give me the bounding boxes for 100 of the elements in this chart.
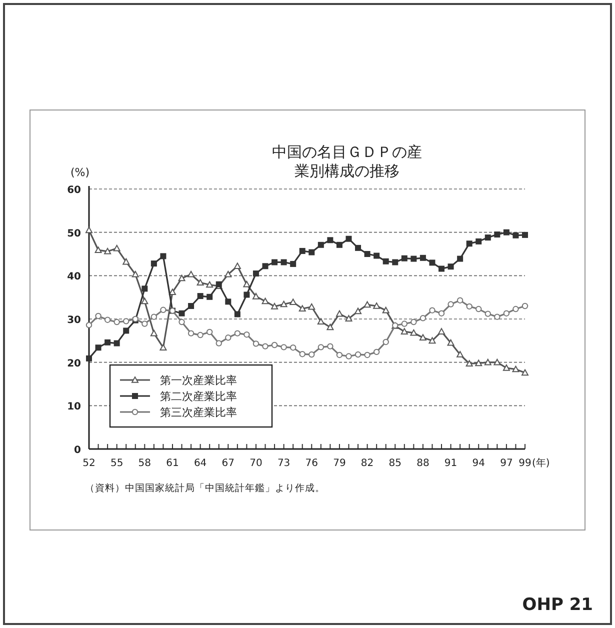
x-tick-label: 61: [166, 458, 179, 469]
point: [280, 300, 288, 308]
point: [308, 351, 315, 358]
point: [448, 264, 454, 270]
x-tick-label: 58: [138, 458, 152, 469]
x-tick-label: 88: [416, 458, 430, 469]
point: [457, 256, 464, 262]
point: [476, 238, 482, 244]
point: [252, 270, 259, 276]
x-tick-label: 52: [82, 458, 96, 469]
point: [224, 270, 232, 278]
y-tick-label: 0: [74, 445, 82, 456]
point: [382, 258, 389, 264]
point: [150, 260, 157, 267]
point: [429, 307, 436, 314]
x-axis-title: (年): [532, 457, 550, 469]
text: OHP 21: [522, 595, 593, 615]
point: [466, 303, 472, 310]
point: [272, 259, 278, 266]
point: [392, 259, 398, 266]
x-tick-label: 97: [500, 458, 513, 469]
x-tick-label: 73: [277, 458, 290, 469]
legend-label: 第一次産業比率: [160, 374, 237, 387]
point: [456, 297, 464, 304]
point: [188, 303, 194, 309]
x-tick-label: 82: [360, 458, 374, 469]
point: [336, 242, 342, 248]
point: [428, 337, 436, 344]
point: [336, 352, 343, 358]
point: [299, 248, 306, 254]
point: [354, 308, 362, 314]
point: [448, 301, 454, 308]
point: [438, 328, 446, 334]
point: [234, 311, 240, 318]
point: [502, 364, 510, 371]
y-tick-label: 50: [67, 228, 82, 240]
point: [141, 298, 148, 304]
point: [522, 232, 528, 238]
point: [95, 344, 102, 351]
point: [326, 324, 334, 330]
point: [401, 255, 408, 262]
point: [447, 339, 454, 346]
point: [113, 244, 120, 252]
point: [374, 252, 380, 259]
text: （資料）中国国家統計局「中国統計年鑑」より作成。: [85, 482, 325, 494]
point: [244, 332, 250, 338]
point: [364, 301, 371, 308]
point: [206, 328, 213, 336]
point: [122, 258, 130, 265]
y-tick-label: 20: [67, 358, 82, 370]
point: [178, 274, 186, 282]
point: [503, 229, 510, 236]
y-tick-label: 40: [67, 272, 82, 283]
point: [160, 306, 166, 313]
point: [346, 236, 352, 242]
point: [522, 369, 528, 376]
y-axis-title: (%): [70, 166, 90, 179]
point: [512, 366, 520, 372]
x-tick-label: 99: [518, 458, 532, 469]
point: [494, 358, 501, 366]
point: [346, 353, 352, 360]
point: [178, 310, 185, 316]
point: [336, 310, 343, 317]
x-tick-label: 67: [222, 458, 235, 469]
y-tick-label: 30: [67, 315, 82, 326]
point: [262, 298, 269, 304]
point: [466, 240, 472, 247]
point: [484, 234, 491, 241]
point: [355, 244, 362, 251]
point: [234, 330, 241, 336]
x-tick-label: 55: [110, 458, 124, 469]
point: [244, 292, 250, 298]
point: [150, 314, 158, 320]
point: [262, 263, 268, 270]
point: [429, 260, 436, 266]
point: [114, 318, 120, 326]
point: [484, 358, 492, 366]
point: [86, 322, 92, 328]
point: [327, 343, 334, 350]
point: [476, 306, 482, 312]
point: [466, 360, 473, 367]
point: [438, 266, 445, 272]
point: [382, 306, 390, 314]
point: [123, 328, 130, 334]
point: [484, 310, 491, 317]
point: [150, 330, 158, 336]
point: [410, 318, 417, 326]
x-tick-label: 70: [250, 458, 262, 469]
y-tick-label: 60: [67, 185, 82, 196]
point: [382, 338, 389, 346]
x-tick-label: 91: [444, 458, 458, 469]
point: [494, 232, 500, 238]
point: [419, 334, 426, 341]
point: [188, 270, 195, 278]
point: [420, 254, 426, 261]
point: [290, 298, 297, 305]
point: [160, 253, 166, 260]
point: [308, 303, 316, 310]
point: [373, 302, 380, 309]
point: [225, 298, 232, 305]
